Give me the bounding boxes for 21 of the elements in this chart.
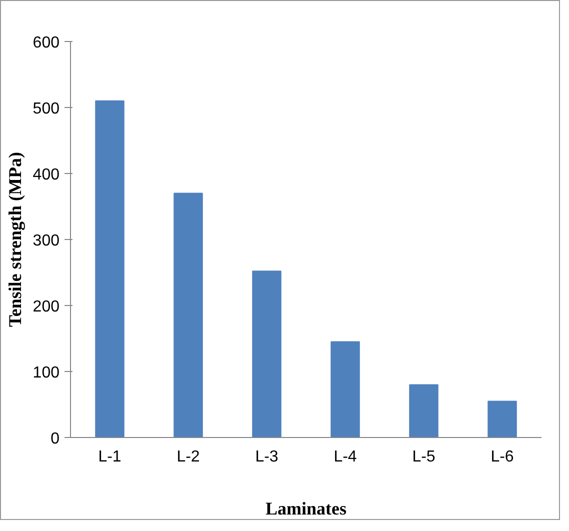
bar: [330, 341, 360, 438]
x-axis-title: Laminates: [266, 498, 346, 518]
x-tick-label: L-2: [176, 448, 200, 466]
bar: [252, 270, 282, 438]
y-tick-label: 0: [50, 430, 60, 448]
bar: [95, 100, 124, 438]
y-axis-title: Tensile strength (MPa): [4, 152, 25, 327]
y-tick-label: 200: [32, 298, 60, 316]
y-tick-label: 100: [32, 364, 60, 382]
y-tick-label: 300: [32, 232, 60, 250]
y-tick-label: 500: [32, 100, 60, 118]
y-tick-label: 400: [32, 166, 60, 184]
bar: [409, 384, 438, 438]
x-tick-label: L-1: [98, 448, 122, 466]
x-tick-label: L-6: [490, 448, 514, 466]
bar: [488, 400, 517, 438]
x-tick-label: L-3: [255, 448, 278, 466]
bar: [174, 192, 203, 438]
x-tick-label: L-5: [412, 448, 436, 466]
x-tick-label: L-4: [334, 448, 357, 466]
y-tick-label: 600: [32, 34, 60, 52]
